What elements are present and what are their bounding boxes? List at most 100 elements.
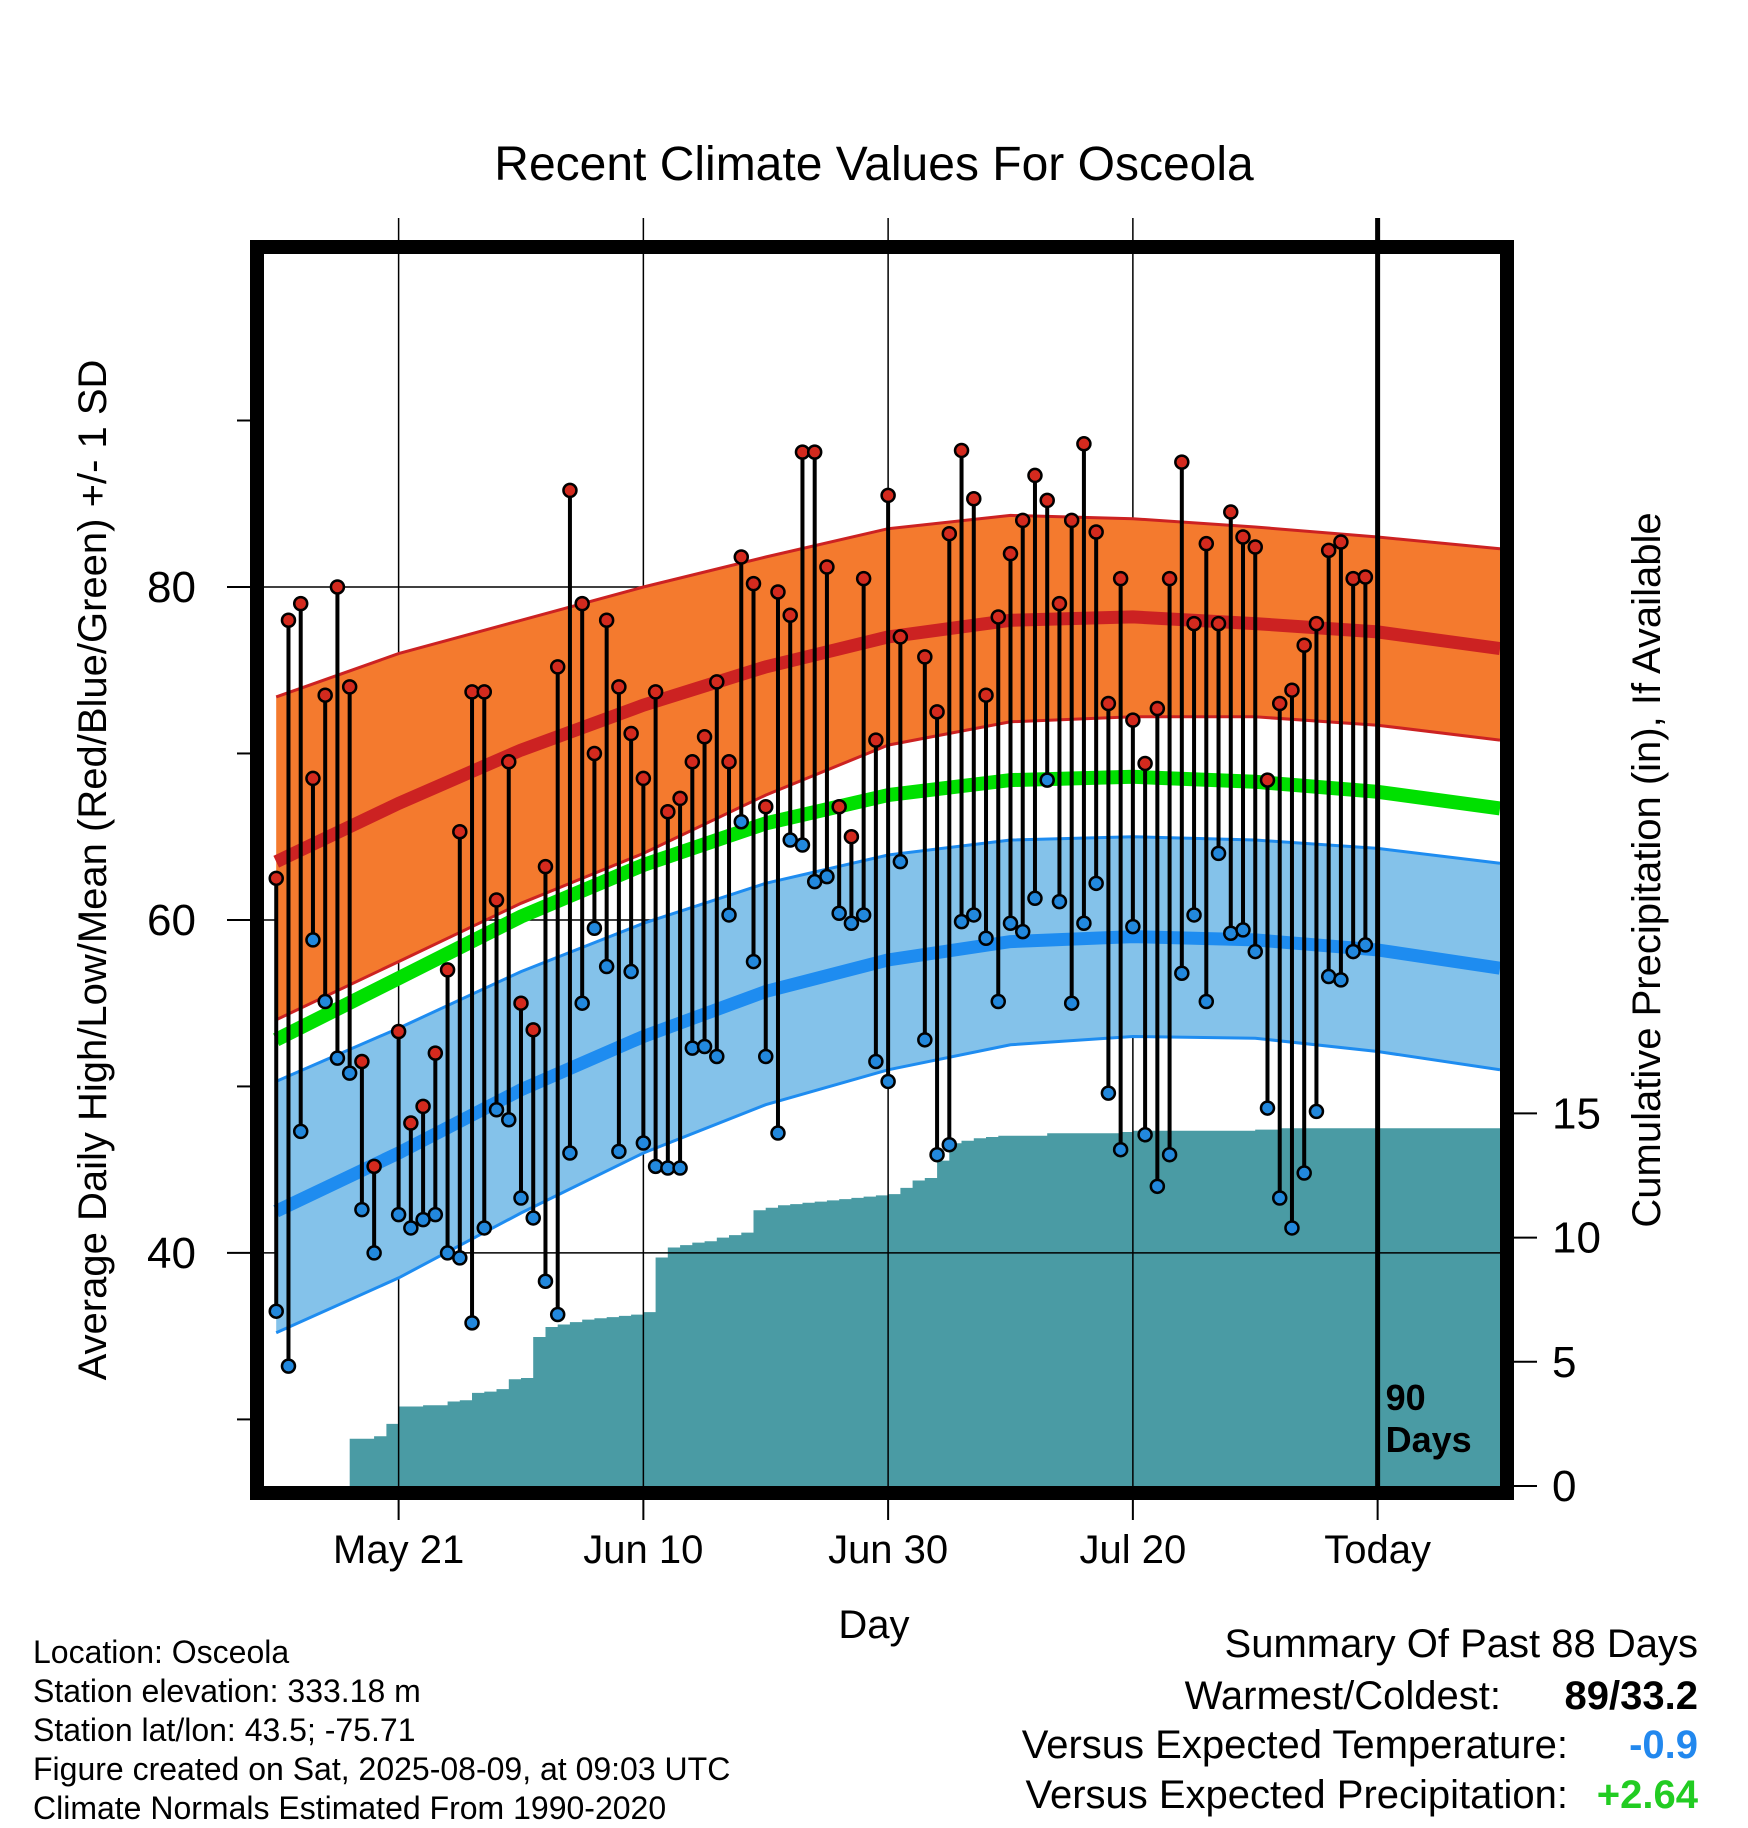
daily-high-point [843, 828, 860, 845]
daily-high-point [1063, 512, 1080, 529]
daily-high-point [611, 679, 627, 695]
daily-high-point [733, 549, 750, 565]
daily-high-point [1271, 695, 1288, 712]
daily-low-point [464, 1315, 480, 1331]
daily-high-point [770, 584, 786, 600]
daily-high-point [390, 1023, 407, 1040]
daily-low-point [513, 1190, 529, 1206]
daily-low-point [990, 993, 1007, 1010]
info-location: Location: Osceola [33, 1634, 290, 1670]
daily-low-point [586, 920, 603, 937]
daily-low-point [390, 1206, 407, 1223]
daily-high-point [1345, 570, 1361, 587]
daily-low-point [341, 1065, 358, 1081]
y-tick-label-right: 10 [1552, 1214, 1601, 1263]
daily-high-point [1284, 682, 1300, 698]
daily-low-point [1296, 1165, 1312, 1181]
daily-low-point [1333, 972, 1349, 988]
daily-low-point [941, 1136, 958, 1153]
daily-high-point [1357, 569, 1374, 585]
daily-high-point [1333, 534, 1349, 550]
daily-high-point [268, 870, 284, 887]
chart-title: Recent Climate Values For Osceola [494, 138, 1254, 191]
daily-high-point [292, 595, 309, 612]
daily-high-point [1076, 436, 1092, 452]
daily-low-point [892, 853, 909, 870]
daily-high-point [1308, 615, 1325, 632]
daily-low-point [1186, 907, 1202, 923]
daily-low-point [476, 1220, 493, 1236]
daily-low-point [672, 1160, 688, 1176]
frame-layer [250, 240, 1514, 1500]
daily-high-point [868, 732, 884, 748]
daily-high-point [1014, 512, 1031, 529]
summary-title: Summary Of Past 88 Days [1224, 1622, 1698, 1666]
daily-high-point [354, 1053, 370, 1070]
y-tick-label-right: 15 [1552, 1089, 1601, 1138]
daily-high-point [452, 823, 468, 840]
daily-high-point [966, 490, 982, 507]
daily-low-point [305, 932, 321, 948]
info-created: Figure created on Sat, 2025-08-09, at 09… [33, 1751, 731, 1787]
daily-high-point [855, 570, 872, 587]
daily-high-point [635, 770, 652, 787]
y-axis-label-left: Average Daily High/Low/Mean (Red/Blue/Gr… [71, 360, 115, 1381]
daily-high-point [305, 770, 321, 787]
daily-low-point [1051, 893, 1068, 910]
daily-high-point [1039, 492, 1055, 509]
daily-low-point [1210, 845, 1227, 862]
daily-high-point [929, 704, 945, 720]
info-normals: Climate Normals Estimated From 1990-2020 [33, 1790, 667, 1826]
daily-low-point [1284, 1220, 1300, 1236]
daily-low-point [733, 813, 750, 830]
y-tick-label-left: 40 [147, 1229, 196, 1278]
summary-warmest-label: Warmest/Coldest: [1184, 1674, 1501, 1718]
daily-low-point [1112, 1141, 1129, 1158]
daily-high-point [329, 579, 346, 595]
daily-high-point [574, 595, 590, 612]
summary-precip-value: +2.64 [1596, 1773, 1698, 1817]
daily-high-point [1247, 539, 1263, 555]
daily-high-point [660, 803, 676, 820]
daily-low-point [427, 1206, 444, 1223]
x-tick-label: Jul 20 [1079, 1528, 1186, 1572]
daily-high-point [1235, 529, 1251, 545]
daily-high-point [721, 754, 737, 770]
daily-low-point [843, 915, 860, 932]
daily-low-point [709, 1048, 725, 1065]
precipitation-layer [337, 1128, 1500, 1486]
daily-high-point [549, 659, 566, 675]
daily-low-point [292, 1123, 309, 1140]
info-elevation: Station elevation: 333.18 m [33, 1673, 421, 1709]
daily-high-point [1174, 454, 1190, 470]
daily-low-point [770, 1125, 786, 1141]
daily-high-point [819, 559, 835, 575]
daily-high-point [562, 482, 578, 499]
daily-low-point [1014, 923, 1031, 940]
daily-low-point [537, 1273, 554, 1289]
daily-high-point [1137, 755, 1153, 772]
daily-low-point [403, 1220, 419, 1236]
daily-low-point [488, 1101, 505, 1118]
plot-frame [250, 240, 1514, 1500]
daily-high-point [1125, 712, 1141, 728]
x-tick-label: Today [1324, 1528, 1431, 1572]
daily-high-point [317, 687, 333, 703]
daily-high-point [439, 962, 456, 978]
daily-low-point [1198, 993, 1215, 1010]
daily-low-point [268, 1303, 284, 1319]
daily-low-point [1174, 965, 1190, 981]
daily-high-point [941, 525, 958, 542]
axes-layer: May 21 Jun 10 Jun 30 Jul 20 Today 40 60 80 0 5 10 1… [147, 419, 1601, 1572]
daily-high-point [1186, 615, 1202, 632]
daily-low-point [855, 907, 872, 923]
daily-high-point [1149, 700, 1166, 717]
daily-low-point [1100, 1085, 1117, 1101]
daily-low-point [1039, 772, 1055, 788]
daily-low-point [1308, 1103, 1325, 1120]
daily-high-point [709, 674, 725, 690]
daily-high-point [696, 729, 713, 745]
daily-high-point [513, 995, 529, 1011]
daily-high-point [598, 612, 615, 629]
